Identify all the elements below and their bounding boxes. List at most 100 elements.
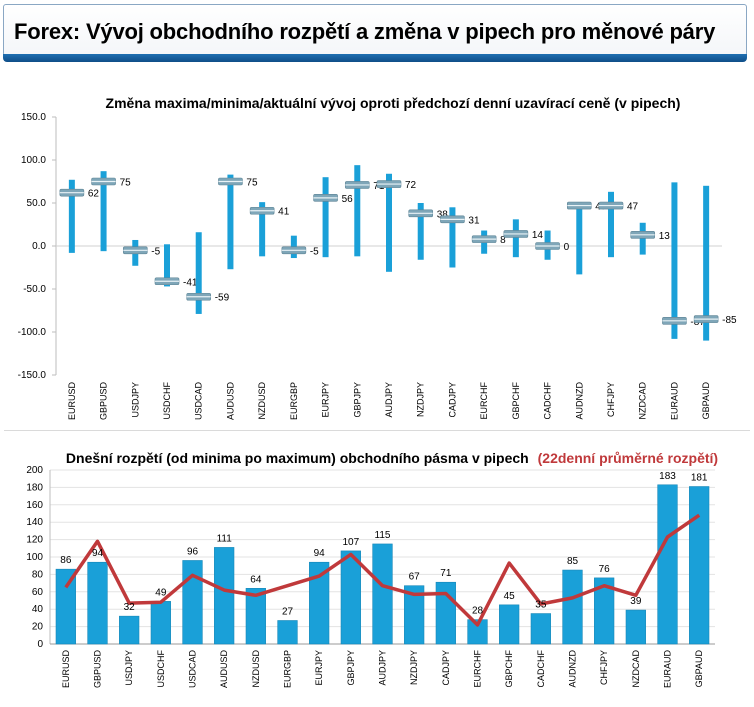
range-chart: Změna maxima/minima/aktuální vývoj oprot…	[18, 95, 737, 421]
x-tick-label: USDJPY	[130, 382, 140, 418]
x-tick-label: USDCHF	[162, 381, 172, 419]
spread-bar	[119, 615, 140, 645]
bar-value-label: 27	[282, 607, 294, 618]
spread-bar	[657, 484, 678, 645]
range-bar	[608, 191, 614, 258]
spread-bar	[55, 568, 76, 645]
current-value-label: 62	[88, 189, 100, 200]
spread-bar	[245, 588, 266, 645]
bar-value-label: 64	[250, 574, 262, 585]
x-tick-label: CADCHF	[536, 649, 546, 687]
x-tick-label: GBPCHF	[511, 382, 521, 420]
y-tick-label: 200	[26, 465, 43, 476]
current-value-label: -85	[722, 315, 737, 326]
x-tick-label: EURAUD	[663, 650, 673, 689]
spread-bar	[562, 569, 583, 645]
x-tick-label: GBPUSD	[93, 650, 103, 689]
spread-bar	[689, 486, 710, 645]
bar-value-label: 96	[187, 546, 199, 557]
current-value-label: -41	[183, 277, 198, 288]
page-title: Forex: Vývoj obchodního rozpětí a změna …	[14, 19, 716, 44]
x-tick-label: NZDCAD	[638, 382, 648, 420]
spread-bar	[214, 547, 235, 645]
y-tick-label: -150.0	[18, 370, 47, 381]
bar-value-label: 86	[60, 555, 72, 566]
header-box: Forex: Vývoj obchodního rozpětí a změna …	[3, 4, 747, 56]
range-bar	[195, 232, 202, 314]
current-value-label: 0	[564, 242, 570, 253]
y-tick-label: 40	[32, 604, 44, 615]
y-tick-label: 0.0	[32, 241, 46, 252]
x-tick-label: GBPUSD	[99, 382, 109, 421]
x-tick-label: CADJPY	[447, 382, 457, 418]
x-tick-label: EURUSD	[61, 650, 71, 689]
current-value-label: 75	[120, 178, 132, 189]
bar-value-label: 67	[409, 572, 421, 583]
y-tick-label: 140	[26, 517, 43, 528]
spread-bar	[87, 561, 108, 645]
x-tick-label: GBPAUD	[694, 650, 704, 688]
current-value-label: 72	[405, 180, 417, 191]
y-tick-label: 120	[26, 535, 43, 546]
spread-bar	[340, 550, 361, 645]
range-bar	[164, 244, 170, 287]
current-value-label: -5	[310, 246, 319, 257]
bar-value-label: 85	[567, 556, 579, 567]
x-tick-label: NZDCAD	[631, 650, 641, 688]
x-tick-label: NZDJPY	[409, 650, 419, 685]
x-tick-label: AUDUSD	[219, 650, 229, 689]
x-tick-label: NZDUSD	[257, 382, 267, 420]
x-tick-label: EURJPY	[321, 382, 331, 418]
y-tick-label: 100	[26, 552, 43, 563]
bar-value-label: 32	[124, 602, 136, 613]
panel-divider	[4, 430, 750, 431]
bar-value-label: 39	[630, 596, 642, 607]
current-value-label: 38	[437, 209, 449, 220]
range-bar	[417, 203, 424, 260]
x-tick-label: AUDUSD	[225, 382, 235, 421]
spread-bar	[625, 609, 646, 645]
x-tick-label: EURAUD	[669, 382, 679, 421]
x-tick-label: EURGBP	[289, 382, 299, 420]
current-value-label: 41	[278, 207, 290, 218]
bar-value-label: 115	[375, 530, 391, 541]
x-tick-label: AUDNZD	[574, 382, 584, 420]
range-bar	[512, 219, 519, 258]
spread-bar	[467, 619, 488, 645]
spread-bar	[499, 604, 520, 645]
spread-chart-title-main: Dnešní rozpětí (od minima po maximum) ob…	[66, 450, 529, 466]
range-bar	[68, 179, 75, 253]
spread-bar	[309, 561, 330, 645]
x-tick-label: GBPJPY	[352, 382, 362, 418]
x-tick-label: NZDUSD	[251, 650, 261, 688]
spread-bar	[594, 577, 615, 645]
bar-value-label: 35	[535, 600, 547, 611]
x-tick-label: EURCHF	[473, 649, 483, 687]
spread-bar	[404, 585, 425, 645]
current-value-label: 31	[468, 215, 480, 226]
bar-value-label: 94	[314, 548, 326, 559]
y-tick-label: 80	[32, 569, 44, 580]
spread-bar	[435, 581, 456, 645]
x-tick-label: EURUSD	[67, 382, 77, 421]
bar-value-label: 28	[472, 606, 484, 617]
x-tick-label: EURJPY	[314, 650, 324, 686]
range-bar	[576, 202, 583, 275]
x-tick-label: GBPCHF	[504, 650, 514, 688]
current-value-label: 8	[500, 235, 506, 246]
spread-bar	[277, 620, 298, 645]
y-tick-label: 0	[37, 639, 43, 650]
x-tick-label: EURCHF	[479, 381, 489, 419]
current-value-label: 13	[659, 231, 671, 242]
range-bar	[259, 202, 266, 257]
header-stripe	[3, 54, 747, 62]
y-tick-label: 180	[26, 482, 43, 493]
current-value-label: 56	[342, 194, 354, 205]
spread-bar	[372, 543, 393, 645]
average-range-line	[64, 513, 701, 627]
x-tick-label: CHFJPY	[606, 382, 616, 417]
range-bar	[386, 173, 392, 272]
x-tick-label: USDCAD	[188, 650, 198, 689]
y-tick-label: 150.0	[21, 112, 46, 123]
bar-value-label: 76	[599, 564, 611, 575]
